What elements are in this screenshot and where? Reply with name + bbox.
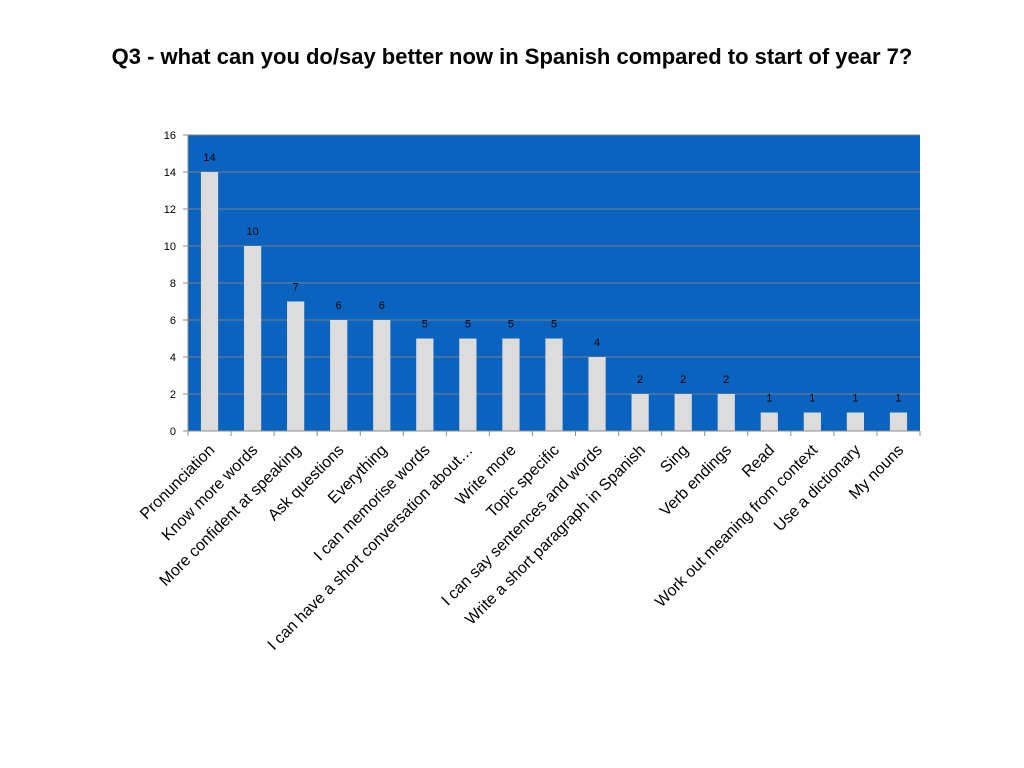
data-label: 2 [723, 374, 729, 386]
data-label: 4 [594, 337, 600, 349]
bar [545, 338, 563, 431]
data-label: 6 [336, 300, 342, 312]
data-label: 1 [809, 393, 815, 405]
axes [183, 134, 921, 436]
data-label: 1 [852, 393, 858, 405]
bars [200, 172, 908, 431]
data-label: 1 [766, 393, 772, 405]
bar [889, 412, 908, 431]
bar [846, 412, 865, 431]
data-label: 5 [465, 319, 471, 331]
data-label: 5 [508, 319, 514, 331]
bar [631, 394, 649, 431]
y-tick-label: 8 [170, 278, 176, 290]
y-tick-label: 10 [164, 241, 176, 253]
y-tick-labels: 0 2 4 6 8 10 12 14 16 [164, 130, 176, 438]
bar [243, 246, 262, 431]
bar [803, 412, 821, 431]
data-label: 6 [379, 300, 385, 312]
y-tick-label: 14 [164, 167, 176, 179]
bar [588, 357, 606, 431]
bar [674, 394, 692, 431]
data-label: 5 [551, 319, 557, 331]
page-title: Q3 - what can you do/say better now in S… [111, 44, 913, 69]
bar [330, 320, 348, 431]
y-tick-label: 2 [170, 389, 176, 401]
bar [459, 338, 477, 431]
bar [502, 338, 520, 431]
data-label: 14 [203, 152, 215, 164]
category-label: Ask questions [265, 442, 347, 524]
data-label: 1 [895, 393, 901, 405]
bar [760, 412, 778, 431]
data-labels: 14 10 7 6 6 5 5 5 5 4 2 2 2 1 1 1 1 [203, 152, 901, 405]
data-label: 2 [680, 374, 686, 386]
data-label: 2 [637, 374, 643, 386]
bar [717, 394, 735, 431]
bar [287, 301, 305, 431]
category-label: Read [739, 442, 778, 481]
bar [416, 338, 434, 431]
data-label: 7 [293, 282, 299, 294]
category-label: I can say sentences and words [439, 442, 606, 609]
bar [200, 172, 219, 431]
category-label: Sing [657, 442, 692, 477]
data-label: 10 [246, 226, 258, 238]
y-tick-label: 0 [170, 426, 176, 438]
y-tick-label: 16 [164, 130, 176, 142]
category-label: Pronunciation [137, 442, 218, 523]
bar [373, 320, 391, 431]
y-tick-label: 4 [170, 352, 176, 364]
data-label: 5 [422, 319, 428, 331]
y-tick-label: 6 [170, 315, 176, 327]
gridlines [188, 134, 920, 395]
y-tick-label: 12 [164, 204, 176, 216]
